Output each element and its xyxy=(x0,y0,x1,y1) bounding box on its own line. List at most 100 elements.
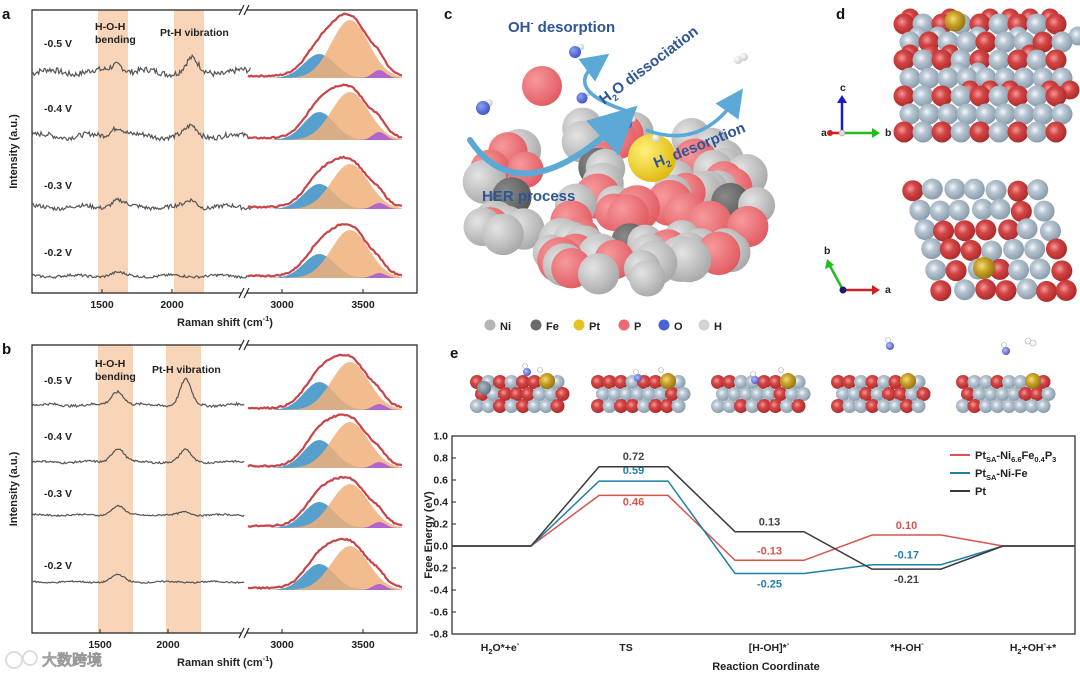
p-atom xyxy=(842,375,857,389)
p-atom xyxy=(602,375,617,389)
y-tick-label: 0.0 xyxy=(433,541,448,553)
fit-peak-purple xyxy=(248,132,402,140)
x-tick-label: 3000 xyxy=(270,299,294,311)
ni-atom xyxy=(950,85,972,107)
h-atom xyxy=(537,367,543,373)
p-atom xyxy=(1032,31,1054,53)
pt-atom xyxy=(944,10,966,32)
o-atom xyxy=(523,368,531,376)
ni-atom xyxy=(981,240,1003,262)
ni-atom xyxy=(727,387,742,401)
ni-atom xyxy=(975,103,997,125)
text-part: +OH xyxy=(1022,642,1044,654)
p-atom xyxy=(961,387,975,401)
x-axis-label: Raman shift (cm-1) xyxy=(177,654,273,669)
data-label: -0.13 xyxy=(757,545,782,557)
p-atom xyxy=(498,387,512,401)
ni-atom xyxy=(676,387,691,401)
p-atom xyxy=(768,399,783,413)
ni-atom xyxy=(504,399,519,413)
ni-atom xyxy=(619,387,633,401)
p-atom xyxy=(591,399,605,413)
legend-label: PtSA-Ni6.6Fe0.4P3 xyxy=(975,450,1056,464)
ni-atom xyxy=(909,199,931,221)
legend-o-label: O xyxy=(674,321,683,333)
p-atom xyxy=(591,375,605,389)
ni-atom xyxy=(482,213,524,256)
ni-atom xyxy=(734,375,748,389)
ni-atom xyxy=(1033,200,1055,222)
ni-atom xyxy=(637,399,651,413)
text-part: - xyxy=(787,639,790,648)
ni-atom xyxy=(629,260,666,297)
data-label: -0.25 xyxy=(757,579,782,591)
p-atom xyxy=(931,85,953,107)
ni-atom xyxy=(642,387,656,401)
intermediate-structures xyxy=(470,337,1056,413)
pt-h-vibration-label: Pt-H vibration xyxy=(160,27,229,39)
oh-desorption-arrow xyxy=(578,53,631,114)
h-o-h-bending-band xyxy=(98,10,128,293)
ni-atom xyxy=(750,387,765,401)
text-part: 2 xyxy=(488,647,492,656)
ni-atom xyxy=(979,399,993,413)
text-part: Pt xyxy=(975,468,986,480)
fit-peak-purple xyxy=(248,584,402,590)
p-atom xyxy=(859,387,873,401)
ni-atom xyxy=(905,387,919,401)
pt-atom xyxy=(973,257,995,279)
ni-atom xyxy=(596,387,610,401)
pt-atom xyxy=(1025,373,1041,389)
p-atom xyxy=(1045,49,1067,71)
panel-label-b: b xyxy=(2,341,11,358)
data-label: 0.13 xyxy=(759,517,780,529)
oh-desorption-label: OH- desorption xyxy=(508,18,615,36)
ni-atom xyxy=(722,399,737,413)
ni-atom xyxy=(1003,238,1025,260)
p-atom xyxy=(757,399,771,413)
ni-atom xyxy=(504,375,519,389)
p-atom xyxy=(1055,279,1077,301)
p-atom xyxy=(893,387,908,401)
x-category-label: H2+OH-+* xyxy=(1010,639,1057,656)
raman-trace-low-wavenumber xyxy=(31,573,245,584)
voltage-label: -0.4 V xyxy=(44,103,72,115)
ni-atom xyxy=(912,85,934,107)
ni-atom xyxy=(1013,399,1028,413)
ni-atom xyxy=(578,253,620,295)
fit-envelope xyxy=(247,353,403,410)
ni-atom xyxy=(607,387,622,401)
p-atom xyxy=(1007,121,1029,143)
h-atom xyxy=(778,367,784,373)
text-part: - xyxy=(517,639,520,648)
h-atom xyxy=(740,53,748,61)
raman-trace-low-wavenumber xyxy=(31,504,245,518)
o-atom xyxy=(886,342,894,350)
pt-atom xyxy=(539,373,555,389)
h-o-h-bending-label: bending xyxy=(95,34,136,46)
p-atom xyxy=(493,375,507,389)
text-part: TS xyxy=(619,642,632,654)
p-atom xyxy=(998,219,1020,241)
p-atom xyxy=(931,49,953,71)
ni-atom xyxy=(602,399,617,413)
raman-trace-low-wavenumber xyxy=(31,377,245,409)
y-tick-label: -0.8 xyxy=(430,629,448,641)
ni-atom xyxy=(796,387,811,401)
ni-atom xyxy=(912,49,934,71)
ni-atom xyxy=(989,198,1011,220)
axis-break-mark xyxy=(243,287,250,299)
p-atom xyxy=(757,375,771,389)
raman-trace-low-wavenumber xyxy=(31,448,245,465)
ni-atom xyxy=(994,31,1016,53)
text-part: Fe xyxy=(1022,450,1035,462)
text-part: Pt xyxy=(975,450,986,462)
text-part: 6.6 xyxy=(1011,455,1021,464)
y-axis-label: Intensity (a.u.) xyxy=(8,451,20,526)
ni-atom xyxy=(950,121,972,143)
h-o-h-bending-label: bending xyxy=(95,371,136,383)
text-part: SA xyxy=(986,473,997,482)
ni-atom xyxy=(925,259,947,281)
